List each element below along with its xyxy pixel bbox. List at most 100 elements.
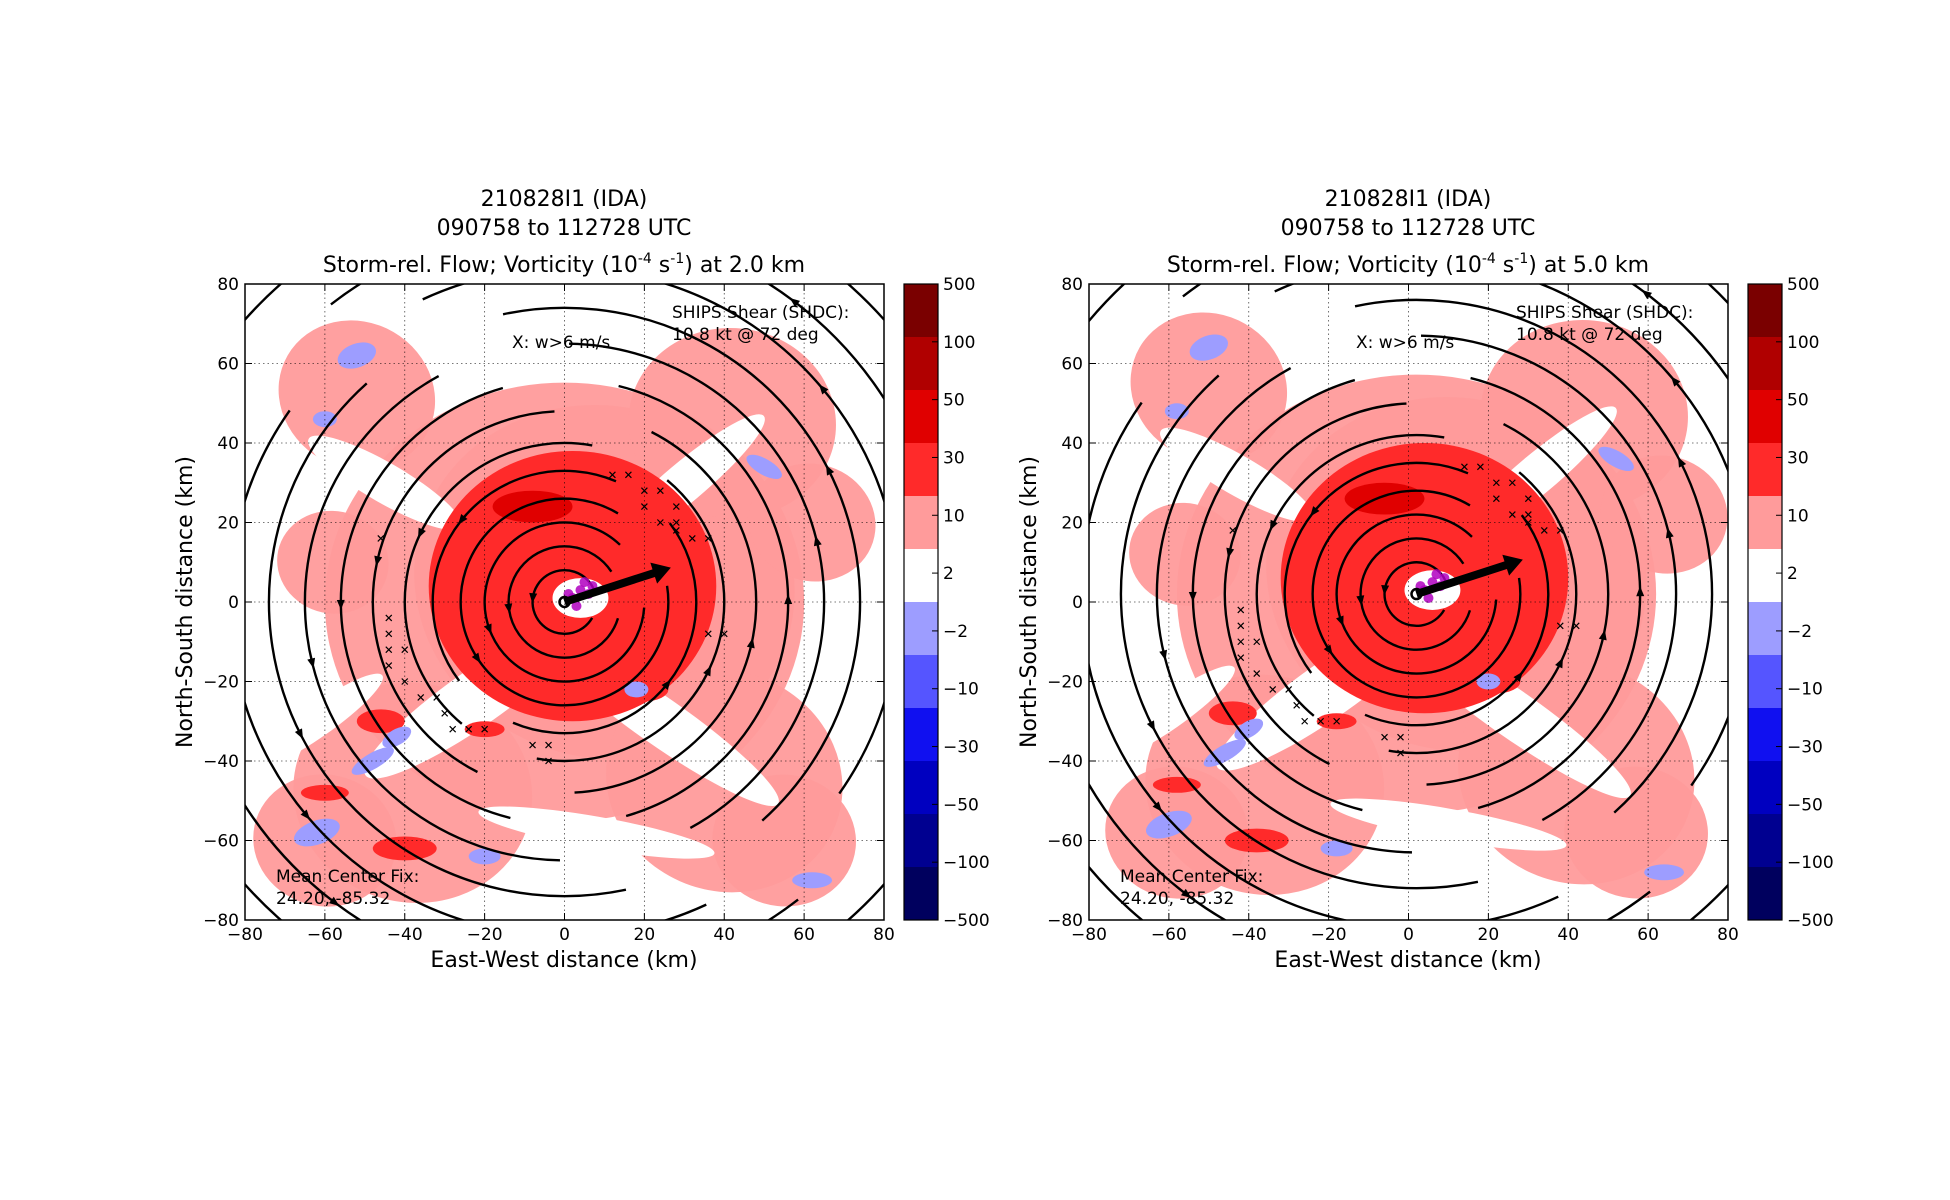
updraft-marker [672, 519, 680, 526]
colorbar-segment [1748, 602, 1782, 655]
vorticity-gap [308, 435, 462, 530]
vorticity-contour-weak [278, 320, 436, 471]
panel-title-line3: Storm-rel. Flow; Vorticity (10-4 s-1) at… [323, 251, 805, 278]
x-tick-label: −40 [1231, 925, 1267, 945]
streamline-arrow [1310, 506, 1320, 517]
streamline-arrow [1356, 595, 1365, 606]
streamlines [1089, 284, 1728, 920]
streamline-arrow [300, 809, 311, 820]
colorbar-tick-label: 50 [943, 391, 965, 411]
colorbar-tick-label: 500 [1787, 275, 1819, 295]
y-axis-label: North-South distance (km) [173, 456, 198, 748]
vorticity-contour-negative [351, 747, 394, 775]
colorbar-segment [1748, 761, 1782, 814]
colorbar-tick-label: 10 [943, 506, 965, 526]
streamline-arrow [826, 464, 835, 476]
colorbar-segment [1748, 867, 1782, 920]
updraft-marker [1572, 622, 1580, 630]
updraft-marker [1317, 717, 1325, 725]
y-tick-label: −40 [1047, 752, 1083, 772]
updraft-marker [1237, 622, 1245, 630]
updraft-marker [385, 630, 393, 638]
colorbar-tick-label: 500 [943, 275, 975, 295]
shear-arrow [1415, 554, 1523, 598]
streamline-arrow [1159, 649, 1168, 661]
vorticity-contour-negative [1598, 446, 1634, 472]
y-tick-label: 60 [217, 355, 239, 375]
colorbar-tick-label: −500 [1787, 911, 1834, 931]
panel-title-line1: 210828I1 (IDA) [1325, 187, 1492, 212]
colorbar-segment [1748, 708, 1782, 761]
panel-title-line2: 090758 to 112728 UTC [1281, 216, 1536, 241]
x-tick-label: 60 [793, 925, 815, 945]
updraft-marker [1237, 654, 1245, 662]
streamline-arrow [1555, 657, 1563, 669]
shear-arrow [563, 562, 671, 606]
updraft-marker [1237, 638, 1245, 646]
vorticity-contour-negative [1644, 864, 1685, 881]
colorbar-tick-label: −2 [1787, 622, 1812, 642]
vorticity-contour-negative [1189, 334, 1229, 361]
vorticity-panel-5km: 210828I1 (IDA) 090758 to 112728 UTC Stor… [1017, 187, 1834, 973]
updraft-marker [449, 725, 457, 733]
colorbar-segment [904, 761, 938, 814]
updraft-marker [1269, 686, 1277, 693]
vorticity-panel-2km: 210828I1 (IDA) 090758 to 112728 UTC Stor… [173, 187, 990, 995]
updraft-marker [417, 693, 425, 701]
colorbar-tick-label: −500 [943, 911, 990, 931]
colorbar-tick-label: 2 [943, 564, 954, 584]
vorticity-gap [1160, 427, 1314, 522]
updraft-marker [1381, 733, 1388, 741]
colorbar: 500 100 50 30 10 2 −2 −10 −30 −50 −100 −500 [1747, 275, 1834, 931]
x-tick-label: 60 [1637, 925, 1659, 945]
x-tick-label: 20 [1478, 925, 1500, 945]
streamline-arrow [1636, 586, 1645, 597]
axis-ticks: −80 −60 −40 −20 0 20 40 60 80 80 60 40 20 0 −20 −40 −60 −… [203, 275, 895, 945]
streamline-arrow [1336, 615, 1344, 627]
updraft-marker [1492, 479, 1500, 487]
vorticity-gap [478, 806, 715, 859]
streamline-arrow [294, 728, 303, 740]
colorbar-segment [904, 814, 938, 867]
center-fix-marker [1431, 569, 1442, 580]
panel-title-line3: Storm-rel. Flow; Vorticity (10-4 s-1) at… [1167, 251, 1649, 278]
updraft-marker [481, 725, 489, 733]
x-tick-label: 0 [1403, 925, 1414, 945]
y-tick-label: 40 [1061, 434, 1083, 454]
streamline-arrow [1270, 519, 1278, 531]
y-tick-label: 60 [1061, 355, 1083, 375]
colorbar-tick-label: 10 [1787, 506, 1809, 526]
updraft-marker [640, 487, 648, 495]
streamline-arrow [336, 599, 345, 610]
updraft-marker [609, 471, 616, 479]
updraft-marker [640, 503, 648, 511]
colorbar-tick-label: 30 [943, 448, 965, 468]
streamline-arrow [1226, 547, 1235, 559]
streamline-arrow [813, 535, 822, 547]
colorbar-tick-label: −100 [1787, 853, 1834, 873]
colorbar-segment [904, 549, 938, 602]
colorbar-segment [1748, 443, 1782, 496]
shear-annotation-line2: 10.8 kt @ 72 deg [672, 325, 819, 345]
streamline-arrow [1146, 720, 1155, 732]
updraft-marker [1293, 701, 1301, 709]
updraft-marker [377, 534, 385, 542]
updraft-marker [1397, 749, 1404, 757]
center-fix-marker [571, 600, 582, 611]
vorticity-contour-negative [746, 454, 782, 479]
streamline-arrow [484, 623, 492, 635]
streamline-arrow [1665, 527, 1674, 539]
updraft-markers [377, 471, 728, 765]
updraft-marker [688, 534, 696, 542]
streamline-arrow [384, 984, 396, 995]
colorbar-segment [904, 390, 938, 443]
updraft-marker [545, 757, 552, 765]
updraft-marker [1524, 511, 1532, 518]
colorbar-tick-label: −30 [1787, 738, 1823, 758]
w-annotation: X: w>6 m/s [1356, 333, 1454, 353]
streamline-arrow [1513, 671, 1523, 683]
colorbar-tick-label: −100 [943, 853, 990, 873]
updraft-marker [1285, 686, 1293, 693]
vorticity-contour-strong [356, 709, 405, 734]
